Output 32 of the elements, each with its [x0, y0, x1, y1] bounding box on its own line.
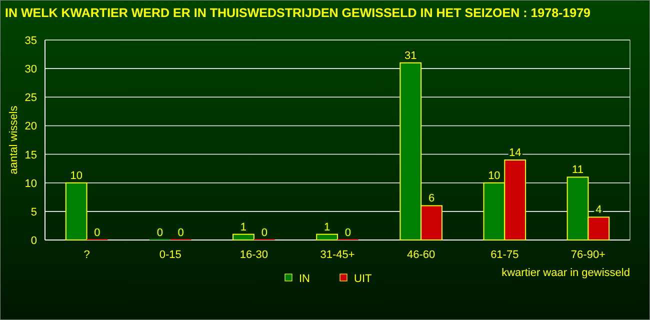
- y-tick-label: 15: [24, 149, 37, 162]
- data-label: 0: [261, 227, 268, 239]
- legend-label: IN: [299, 273, 310, 285]
- y-axis-title: aantal wissels: [8, 105, 20, 174]
- chart-title: IN WELK KWARTIER WERD ER IN THUISWEDSTRIJDEN GEWISSELD IN HET SEIZOEN : 1978-1979: [5, 6, 591, 20]
- data-label: 0: [156, 227, 163, 239]
- y-tick-label: 5: [30, 206, 37, 218]
- data-label: 1: [324, 221, 330, 234]
- data-label: 11: [572, 164, 584, 176]
- data-label: 1: [240, 221, 247, 234]
- data-label: 0: [94, 227, 100, 239]
- x-tick-label: 0-15: [159, 249, 182, 261]
- legend-label: UIT: [354, 273, 372, 285]
- y-tick-label: 30: [24, 64, 37, 76]
- x-tick-label: 61-75: [490, 249, 519, 261]
- y-tick-label: 35: [24, 35, 37, 47]
- x-tick-label: 46-60: [407, 249, 436, 261]
- x-axis-title: kwartier waar in gewisseld: [502, 267, 630, 279]
- data-label: 0: [178, 227, 184, 239]
- x-tick-label: 31-45+: [320, 249, 355, 261]
- x-tick-label: ?: [84, 249, 90, 261]
- data-label: 31: [404, 50, 417, 62]
- data-label: 10: [70, 170, 82, 182]
- data-label: 6: [428, 192, 435, 205]
- x-tick-label: 16-30: [240, 249, 268, 261]
- y-tick-label: 10: [24, 178, 37, 190]
- data-label: 0: [344, 227, 352, 239]
- y-tick-label: 0: [30, 235, 37, 247]
- x-tick-label: 76-90+: [570, 249, 606, 261]
- data-label: 10: [488, 170, 500, 182]
- y-tick-label: 20: [24, 120, 37, 133]
- y-tick-label: 25: [24, 92, 37, 104]
